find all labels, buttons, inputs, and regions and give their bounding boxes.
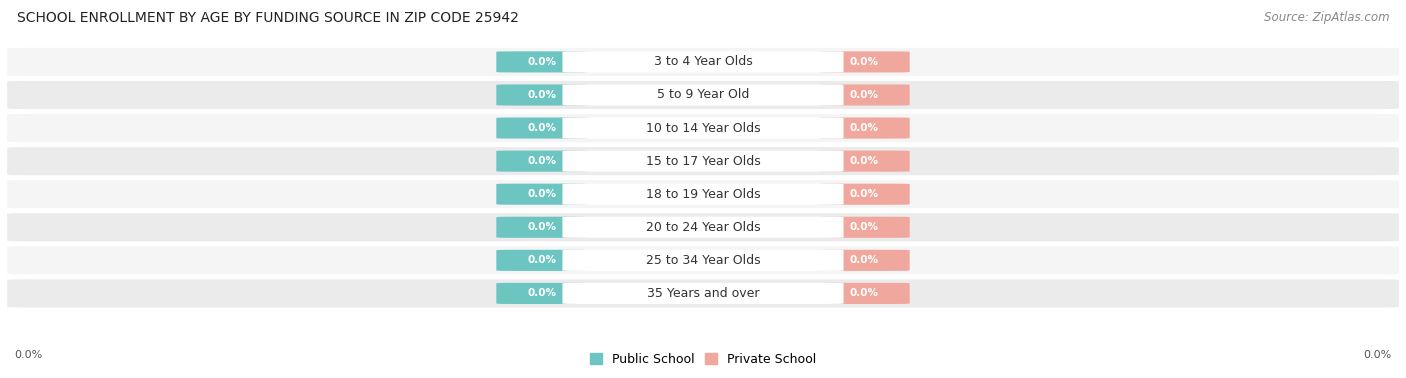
FancyBboxPatch shape	[562, 184, 844, 205]
Text: 5 to 9 Year Old: 5 to 9 Year Old	[657, 88, 749, 101]
FancyBboxPatch shape	[562, 84, 844, 105]
FancyBboxPatch shape	[818, 51, 910, 73]
FancyBboxPatch shape	[562, 118, 844, 139]
Text: 0.0%: 0.0%	[527, 57, 557, 67]
FancyBboxPatch shape	[818, 118, 910, 139]
FancyBboxPatch shape	[7, 147, 1399, 175]
Text: 0.0%: 0.0%	[1364, 350, 1392, 359]
FancyBboxPatch shape	[562, 250, 844, 271]
FancyBboxPatch shape	[818, 217, 910, 238]
FancyBboxPatch shape	[496, 118, 588, 139]
Text: 3 to 4 Year Olds: 3 to 4 Year Olds	[654, 56, 752, 68]
Text: 25 to 34 Year Olds: 25 to 34 Year Olds	[645, 254, 761, 267]
Text: 0.0%: 0.0%	[527, 189, 557, 199]
FancyBboxPatch shape	[7, 48, 1399, 76]
FancyBboxPatch shape	[496, 250, 588, 271]
FancyBboxPatch shape	[496, 217, 588, 238]
FancyBboxPatch shape	[496, 283, 588, 304]
Text: 0.0%: 0.0%	[849, 189, 879, 199]
Text: 10 to 14 Year Olds: 10 to 14 Year Olds	[645, 122, 761, 135]
Text: 0.0%: 0.0%	[527, 222, 557, 232]
Text: 0.0%: 0.0%	[527, 90, 557, 100]
FancyBboxPatch shape	[7, 213, 1399, 241]
FancyBboxPatch shape	[562, 283, 844, 304]
Text: 0.0%: 0.0%	[849, 57, 879, 67]
Text: 0.0%: 0.0%	[849, 123, 879, 133]
FancyBboxPatch shape	[818, 283, 910, 304]
Text: 0.0%: 0.0%	[849, 156, 879, 166]
Text: 20 to 24 Year Olds: 20 to 24 Year Olds	[645, 221, 761, 234]
Text: 18 to 19 Year Olds: 18 to 19 Year Olds	[645, 188, 761, 201]
FancyBboxPatch shape	[562, 51, 844, 73]
FancyBboxPatch shape	[562, 150, 844, 172]
Text: Source: ZipAtlas.com: Source: ZipAtlas.com	[1264, 11, 1389, 24]
FancyBboxPatch shape	[496, 51, 588, 73]
Text: SCHOOL ENROLLMENT BY AGE BY FUNDING SOURCE IN ZIP CODE 25942: SCHOOL ENROLLMENT BY AGE BY FUNDING SOUR…	[17, 11, 519, 25]
Text: 0.0%: 0.0%	[527, 288, 557, 298]
Text: 35 Years and over: 35 Years and over	[647, 287, 759, 300]
FancyBboxPatch shape	[7, 279, 1399, 307]
FancyBboxPatch shape	[818, 184, 910, 205]
FancyBboxPatch shape	[496, 184, 588, 205]
FancyBboxPatch shape	[496, 150, 588, 172]
Text: 0.0%: 0.0%	[849, 90, 879, 100]
FancyBboxPatch shape	[818, 150, 910, 172]
FancyBboxPatch shape	[7, 180, 1399, 208]
Legend: Public School, Private School: Public School, Private School	[585, 348, 821, 371]
FancyBboxPatch shape	[496, 84, 588, 105]
FancyBboxPatch shape	[562, 217, 844, 238]
Text: 0.0%: 0.0%	[527, 123, 557, 133]
FancyBboxPatch shape	[818, 84, 910, 105]
FancyBboxPatch shape	[7, 81, 1399, 109]
Text: 0.0%: 0.0%	[849, 288, 879, 298]
FancyBboxPatch shape	[7, 246, 1399, 274]
Text: 0.0%: 0.0%	[527, 256, 557, 265]
Text: 0.0%: 0.0%	[527, 156, 557, 166]
FancyBboxPatch shape	[7, 114, 1399, 142]
Text: 0.0%: 0.0%	[849, 222, 879, 232]
FancyBboxPatch shape	[818, 250, 910, 271]
Text: 15 to 17 Year Olds: 15 to 17 Year Olds	[645, 155, 761, 167]
Text: 0.0%: 0.0%	[14, 350, 42, 359]
Text: 0.0%: 0.0%	[849, 256, 879, 265]
